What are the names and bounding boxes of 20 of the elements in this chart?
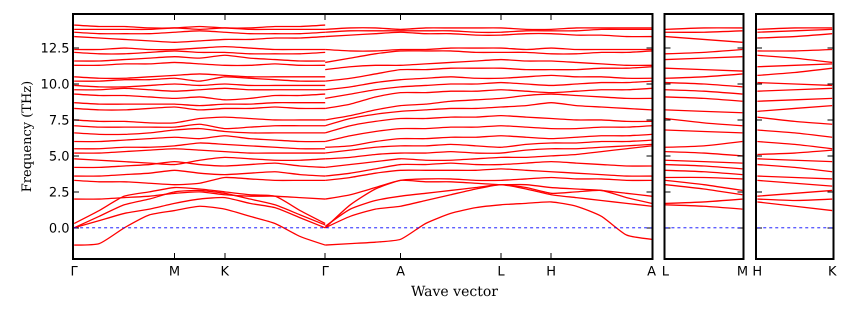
y-tick-label: 5.0 — [48, 149, 70, 164]
x-tick-label: H — [546, 264, 556, 280]
x-axis-title: Wave vector — [411, 284, 498, 300]
y-tick-label: 12.5 — [40, 42, 70, 57]
x-tick-label: M — [168, 264, 180, 280]
x-tick-label: Γ — [70, 264, 78, 280]
y-tick-label: 0.0 — [48, 221, 70, 236]
x-tick-label: L — [497, 264, 506, 280]
x-tick-label: K — [828, 264, 838, 280]
y-tick-label: 2.5 — [48, 185, 70, 200]
x-tick-label: H — [752, 264, 762, 280]
x-tick-label: A — [647, 264, 656, 280]
y-axis-title: Frequency (THz) — [20, 80, 35, 192]
x-tick-label: M — [736, 264, 748, 280]
y-tick-label: 7.5 — [48, 114, 70, 129]
x-tick-label: A — [396, 264, 406, 280]
x-tick-label: K — [220, 264, 230, 280]
x-tick-label: Γ — [322, 264, 330, 280]
x-tick-label: L — [662, 264, 670, 280]
y-tick-label: 10.0 — [40, 78, 70, 93]
